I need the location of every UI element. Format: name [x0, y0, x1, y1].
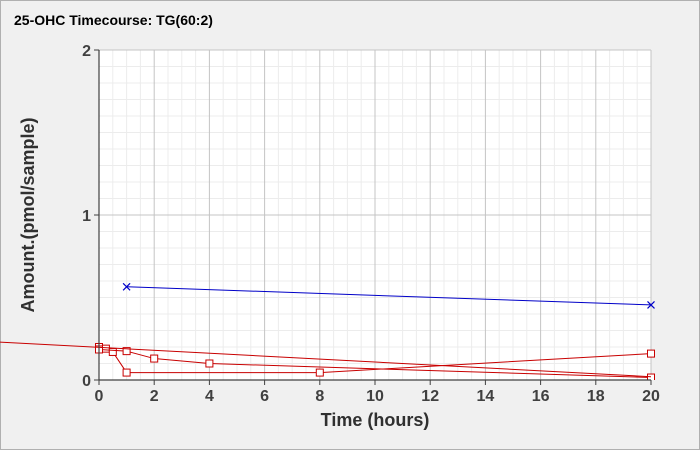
- y-axis-title: Amount.(pmol/sample): [18, 117, 38, 312]
- y-tick-label: 0: [82, 373, 91, 390]
- axes: [94, 49, 652, 385]
- data-point-square-marker: [647, 373, 655, 380]
- data-point-square-marker: [122, 368, 131, 377]
- data-point-x-marker: [647, 301, 655, 309]
- x-axis-title: Time (hours): [321, 410, 430, 430]
- x-tick-label: 2: [150, 388, 159, 405]
- x-tick-label: 16: [532, 388, 550, 405]
- x-tick-label: 4: [205, 388, 214, 405]
- data-point-square-marker: [205, 359, 214, 368]
- x-tick-label: 0: [95, 388, 104, 405]
- x-tick-label: 8: [315, 388, 324, 405]
- x-tick-label: 6: [260, 388, 269, 405]
- series-1: [122, 282, 655, 309]
- series-line: [126, 286, 652, 306]
- data-point-square-marker: [122, 347, 131, 356]
- x-tick-label: 20: [642, 388, 660, 405]
- series-layer: [0, 282, 655, 380]
- y-tick-label: 2: [82, 43, 91, 60]
- x-tick-label: 18: [587, 388, 605, 405]
- y-tick-label: 1: [82, 208, 91, 225]
- data-point-square-marker: [150, 354, 159, 363]
- data-point-square-marker: [315, 368, 324, 377]
- x-tick-label: 10: [366, 388, 384, 405]
- data-point-x-marker: [122, 282, 131, 291]
- x-tick-label: 12: [421, 388, 439, 405]
- series-line: [0, 341, 652, 378]
- data-point-square-marker: [101, 344, 110, 353]
- data-point-square-marker: [647, 349, 655, 358]
- series-4: [0, 341, 652, 378]
- x-tick-label: 14: [477, 388, 495, 405]
- chart-title: 25-OHC Timecourse: TG(60:2): [14, 12, 213, 28]
- data-point-square-marker: [108, 347, 117, 356]
